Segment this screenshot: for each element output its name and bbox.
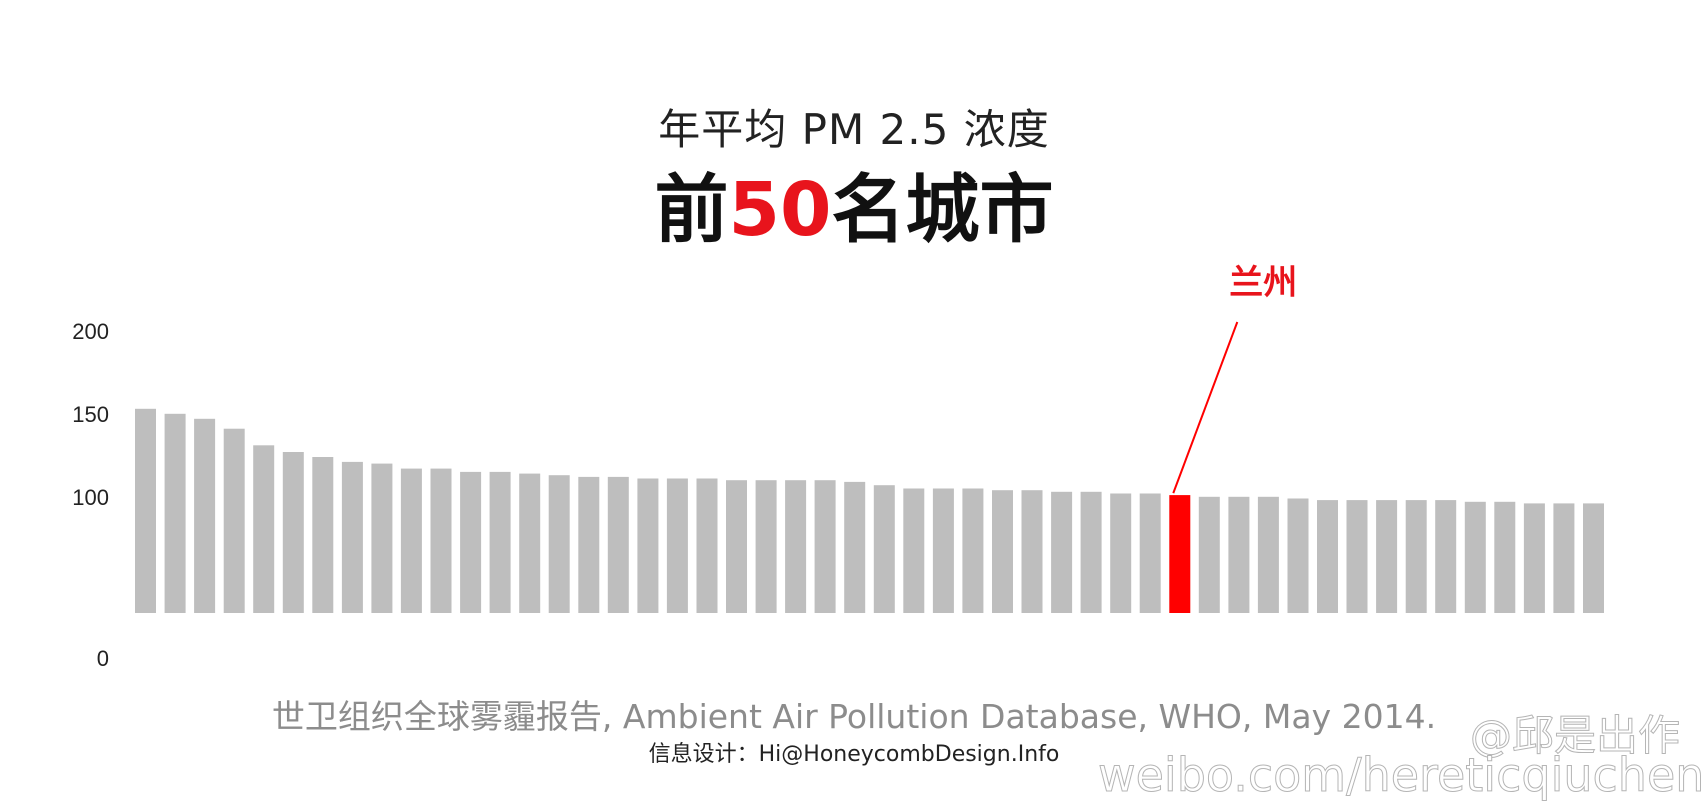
bar bbox=[194, 418, 216, 613]
annotation-layer: 兰州 bbox=[1172, 263, 1297, 494]
title-number: 50 bbox=[728, 167, 832, 253]
bar bbox=[1198, 496, 1220, 613]
bar bbox=[1228, 496, 1250, 613]
source-note: 世卫组织全球雾霾报告, Ambient Air Pollution Databa… bbox=[271, 697, 1437, 736]
bar bbox=[962, 488, 984, 613]
bar bbox=[1523, 503, 1545, 613]
bar bbox=[607, 476, 629, 613]
bar bbox=[1405, 500, 1427, 613]
bar bbox=[992, 490, 1013, 613]
bar bbox=[637, 478, 659, 613]
bar bbox=[1435, 500, 1457, 613]
bar bbox=[696, 478, 718, 613]
bar bbox=[1139, 493, 1161, 613]
bar bbox=[1317, 500, 1338, 613]
bar bbox=[253, 445, 275, 613]
y-tick-label: 150 bbox=[72, 402, 109, 427]
bar-highlight bbox=[1169, 495, 1191, 613]
bar bbox=[519, 473, 541, 613]
bar bbox=[223, 428, 245, 613]
bar bbox=[1110, 493, 1132, 613]
bar bbox=[1080, 491, 1102, 613]
bar bbox=[666, 478, 688, 613]
bar bbox=[460, 471, 482, 613]
y-tick-label: 0 bbox=[97, 646, 109, 671]
design-credit: 信息设计：Hi@HoneycombDesign.Info bbox=[648, 742, 1060, 767]
bar bbox=[903, 488, 925, 613]
bar bbox=[1051, 491, 1073, 613]
bar bbox=[814, 480, 836, 613]
bar bbox=[371, 463, 393, 613]
bar bbox=[873, 485, 895, 613]
bar bbox=[785, 480, 807, 613]
bar bbox=[1257, 496, 1279, 613]
title-prefix: 前 bbox=[654, 167, 729, 253]
y-tick-label: 200 bbox=[72, 319, 109, 344]
bar bbox=[548, 475, 570, 613]
bar bbox=[282, 452, 304, 613]
annotation-label: 兰州 bbox=[1229, 263, 1297, 303]
bar bbox=[1287, 498, 1309, 613]
bar bbox=[755, 480, 777, 613]
bar bbox=[932, 488, 954, 613]
bar bbox=[1553, 503, 1575, 613]
bar bbox=[1494, 501, 1516, 613]
watermark-url: weibo.com/hereticqiuchen bbox=[1097, 748, 1705, 803]
bar bbox=[578, 476, 600, 613]
bar bbox=[1346, 500, 1368, 613]
chart-title: 前50名城市 bbox=[0, 150, 1708, 257]
bar bbox=[844, 481, 866, 613]
bar bbox=[1583, 503, 1604, 613]
bar bbox=[341, 461, 363, 613]
bar bbox=[400, 468, 422, 613]
y-axis-ticks: 0 100 150 200 bbox=[72, 319, 109, 671]
chart-subtitle: 年平均 PM 2.5 浓度 bbox=[658, 105, 1050, 154]
bars-layer bbox=[135, 408, 1604, 613]
bar bbox=[135, 408, 156, 613]
bar bbox=[489, 471, 511, 613]
bar bbox=[164, 413, 186, 613]
bar bbox=[1376, 500, 1398, 613]
y-tick-label: 100 bbox=[72, 485, 109, 510]
annotation-leader-line bbox=[1172, 321, 1239, 494]
title-suffix: 名城市 bbox=[831, 167, 1054, 253]
bar bbox=[312, 457, 334, 613]
bar bbox=[430, 468, 452, 613]
watermark-handle: @邱是出作 bbox=[1469, 711, 1681, 761]
bar bbox=[1464, 501, 1486, 613]
bar bbox=[726, 480, 747, 613]
bar bbox=[1021, 490, 1043, 613]
